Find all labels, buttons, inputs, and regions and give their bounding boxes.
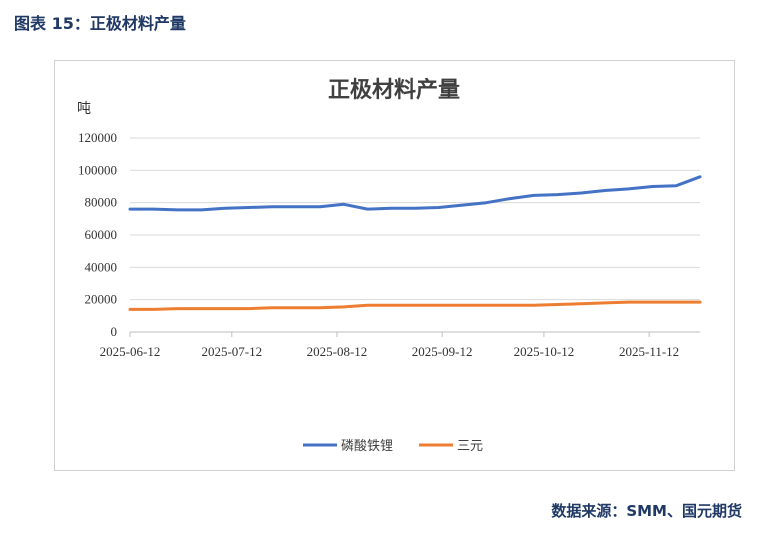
y-axis-unit: 吨: [77, 101, 91, 117]
line-chart: 正极材料产量 吨 0 20000 40000 60000 80000 100000 1200…: [77, 78, 702, 454]
legend-label: 磷酸铁锂: [341, 439, 393, 454]
y-axis-ticks: 0 20000 40000 60000 80000 100000 120000: [78, 130, 117, 339]
x-axis-ticks: 2025-06-12 2025-07-12 2025-08-12 2025-09-12…: [100, 344, 680, 359]
series-line-1: [128, 175, 702, 212]
legend: 磷酸铁锂 三元: [303, 439, 483, 454]
y-tick-label: 40000: [85, 259, 118, 274]
x-tick-label: 2025-06-12: [100, 344, 161, 359]
y-tick-label: 80000: [85, 195, 118, 210]
y-tick-label: 0: [111, 324, 118, 339]
series-line-2: [128, 300, 702, 311]
x-tick-label: 2025-10-12: [514, 344, 575, 359]
chart-title: 正极材料产量: [328, 78, 460, 103]
gridlines: [129, 137, 700, 337]
y-tick-label: 60000: [85, 227, 118, 242]
y-tick-label: 120000: [78, 130, 117, 145]
chart-container: 正极材料产量 吨 0 20000 40000 60000 80000 100000 1200…: [54, 60, 735, 471]
x-tick-label: 2025-09-12: [412, 344, 473, 359]
y-tick-label: 20000: [85, 292, 118, 307]
figure-caption: 图表 15：正极材料产量: [14, 14, 186, 33]
data-source: 数据来源：SMM、国元期货: [551, 502, 742, 520]
series-lines: [128, 175, 702, 311]
x-tick-label: 2025-08-12: [307, 344, 368, 359]
y-tick-label: 100000: [78, 162, 117, 177]
legend-label: 三元: [457, 439, 483, 454]
x-tick-label: 2025-07-12: [201, 344, 262, 359]
x-tick-label: 2025-11-12: [619, 344, 679, 359]
